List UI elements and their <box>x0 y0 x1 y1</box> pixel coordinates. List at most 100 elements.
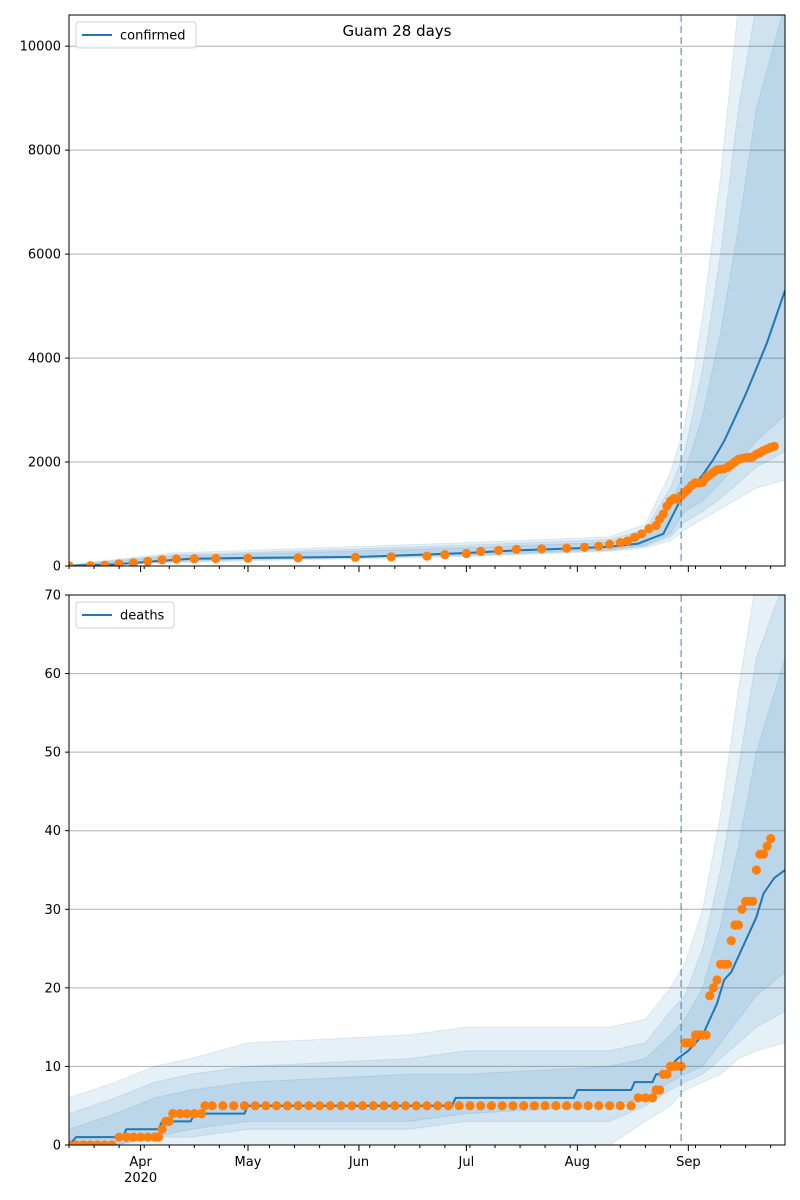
observed-point <box>218 1101 228 1111</box>
y-tick-label: 8000 <box>28 144 61 159</box>
legend: deaths <box>75 601 175 629</box>
observed-point <box>579 542 590 552</box>
observed-point <box>368 1101 378 1111</box>
observed-point <box>100 560 110 566</box>
observed-point <box>128 558 138 566</box>
observed-point <box>662 1069 672 1079</box>
observed-point <box>440 550 450 560</box>
observed-point <box>196 1109 207 1119</box>
y-tick-label: 40 <box>44 824 61 839</box>
y-tick-label: 10000 <box>20 40 61 55</box>
legend-box <box>75 601 175 629</box>
observed-point <box>733 920 744 930</box>
observed-point <box>71 1140 81 1145</box>
observed-point <box>171 554 181 564</box>
observed-point <box>347 1101 357 1111</box>
observed-point <box>168 1109 178 1119</box>
observed-point <box>350 552 360 563</box>
observed-point <box>769 441 779 451</box>
uncertainty-band-3 <box>69 657 785 1145</box>
observed-point <box>647 1093 658 1103</box>
figure-title: Guam 28 days <box>343 22 452 40</box>
observed-point <box>175 1109 185 1119</box>
observed-point <box>626 1101 636 1111</box>
y-tick-label: 20 <box>44 981 61 996</box>
observed-point <box>494 545 504 556</box>
observed-point <box>243 553 253 563</box>
observed-point <box>511 544 522 555</box>
observed-point <box>551 1101 561 1111</box>
observed-point <box>762 841 772 852</box>
observed-point <box>93 1140 103 1145</box>
x-tick-label: Apr <box>129 1155 152 1170</box>
observed-point <box>315 1101 325 1111</box>
observed-point <box>325 1101 335 1111</box>
observed-point <box>655 1085 665 1095</box>
observed-point <box>121 1132 131 1142</box>
x-tick-sublabel: 2020 <box>124 1171 157 1186</box>
deaths-model-line <box>69 869 785 1145</box>
observed-point <box>622 536 633 546</box>
y-tick-label: 0 <box>53 1139 61 1154</box>
y-tick-label: 4000 <box>28 352 61 367</box>
observed-point <box>497 1101 507 1111</box>
observed-point <box>211 553 221 564</box>
x-tick-label: Sep <box>676 1155 701 1170</box>
observed-point <box>379 1101 389 1111</box>
observed-point <box>461 548 471 559</box>
observed-point <box>250 1101 260 1111</box>
y-tick-label: 30 <box>44 903 61 918</box>
observed-point <box>705 991 715 1001</box>
y-tick-label: 70 <box>44 589 61 604</box>
legend-box <box>75 21 197 49</box>
observed-point <box>272 1101 282 1111</box>
x-tick-label: Jul <box>458 1155 475 1170</box>
observed-point <box>85 561 96 566</box>
legend-label: deaths <box>120 609 165 624</box>
observed-point <box>605 539 615 549</box>
observed-point <box>411 1101 421 1111</box>
observed-point <box>615 538 625 548</box>
observed-point <box>633 1093 643 1103</box>
observed-point <box>594 1101 604 1111</box>
observed-point <box>630 532 640 543</box>
observed-point <box>143 556 153 566</box>
observed-point <box>358 1101 368 1111</box>
x-tick-label: Aug <box>565 1155 590 1170</box>
observed-point <box>189 554 199 564</box>
observed-point <box>476 1101 486 1111</box>
uncertainty-band-1 <box>69 15 785 566</box>
observed-point <box>85 1140 96 1145</box>
observed-point <box>723 959 733 969</box>
observed-point <box>454 1101 464 1111</box>
observed-point <box>766 834 776 844</box>
observed-point <box>644 524 654 534</box>
observed-point <box>708 983 719 993</box>
observed-point <box>143 1132 153 1142</box>
y-tick-label: 10 <box>44 1060 61 1075</box>
observed-point <box>304 1101 314 1111</box>
observed-point <box>758 849 769 859</box>
observed-point <box>658 509 668 519</box>
observed-point <box>136 1132 146 1142</box>
uncertainty-band-2 <box>69 595 785 1145</box>
observed-point <box>637 529 647 539</box>
observed-point <box>465 1101 475 1111</box>
uncertainty-band-1 <box>69 595 785 1145</box>
observed-point <box>422 1101 432 1111</box>
observed-point <box>583 1101 593 1111</box>
observed-point <box>562 1101 572 1111</box>
observed-point <box>182 1109 192 1119</box>
observed-point <box>282 1101 292 1111</box>
uncertainty-band-2 <box>69 15 785 566</box>
observed-point <box>69 561 74 566</box>
axes-frame <box>68 594 786 1146</box>
x-tick-label: May <box>235 1155 262 1170</box>
observed-point <box>712 975 722 985</box>
observed-point <box>114 559 124 566</box>
observed-point <box>400 1101 411 1111</box>
plot-area <box>69 595 785 1145</box>
observed-point <box>386 552 396 562</box>
observed-point <box>640 1093 651 1103</box>
